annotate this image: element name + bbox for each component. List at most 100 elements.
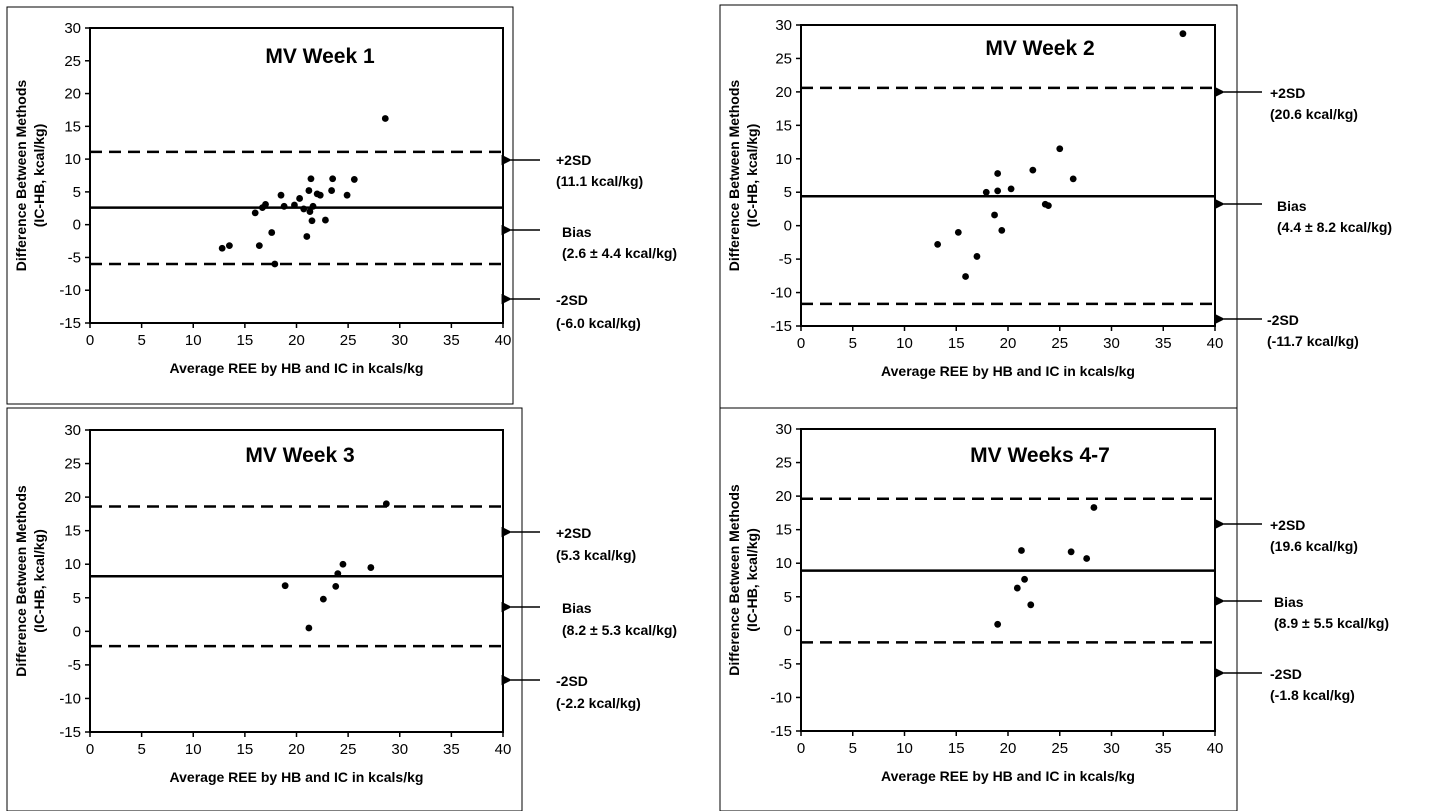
data-point xyxy=(1029,166,1037,174)
data-point xyxy=(296,195,303,202)
data-point xyxy=(1090,504,1098,511)
data-point xyxy=(1007,185,1015,193)
data-point xyxy=(277,191,285,199)
data-point xyxy=(998,226,1006,234)
x-tick-label: 35 xyxy=(443,741,460,758)
upper-value: (5.3 kcal/kg) xyxy=(556,547,636,563)
x-tick-label: 30 xyxy=(1103,335,1120,352)
x-tick-label: 20 xyxy=(1000,335,1017,352)
y-tick-label: -5 xyxy=(779,251,792,268)
lower-value: (-11.7 kcal/kg) xyxy=(1267,333,1359,349)
y-tick-label: 25 xyxy=(775,455,792,472)
x-tick-label: 0 xyxy=(86,741,94,758)
y-tick-label: 0 xyxy=(73,623,81,640)
x-tick-label: 10 xyxy=(896,740,913,757)
y-tick-label: -10 xyxy=(59,282,81,299)
data-point xyxy=(367,564,375,571)
y-tick-label: -15 xyxy=(59,315,81,332)
x-tick-label: 25 xyxy=(340,332,357,349)
y-tick-label: 30 xyxy=(64,422,81,439)
data-point xyxy=(343,191,351,199)
y-axis-title-unit: (IC-HB, kcal/kg) xyxy=(31,124,47,227)
y-tick-label: 30 xyxy=(775,17,792,34)
x-tick-label: 15 xyxy=(948,740,965,757)
data-point xyxy=(381,115,389,122)
panel-frame xyxy=(6,6,514,405)
lower-value: (-6.0 kcal/kg) xyxy=(556,315,641,331)
panel-title: MV Week 1 xyxy=(265,45,375,68)
y-axis-title: Difference Between Methods xyxy=(726,484,742,676)
bias-label: Bias xyxy=(1277,198,1307,214)
x-tick-label: 0 xyxy=(797,740,805,757)
y-tick-label: -15 xyxy=(770,318,792,335)
data-point xyxy=(994,187,1002,195)
y-tick-label: 25 xyxy=(775,50,792,67)
x-tick-label: 25 xyxy=(1051,740,1068,757)
plot-area xyxy=(800,428,1216,732)
data-point xyxy=(332,582,340,590)
data-point xyxy=(303,233,311,240)
x-tick-label: 25 xyxy=(340,741,357,758)
panel-frame xyxy=(6,407,523,811)
data-point xyxy=(973,253,981,260)
x-axis-title: Average REE by HB and IC in kcals/kg xyxy=(170,360,424,376)
data-point xyxy=(1069,175,1077,183)
panel-2: 30 25 20 15 10 5 0 -5 -10 -15 0 5 10 15 20 25 30 35 40 MV W… xyxy=(719,4,1392,409)
data-point xyxy=(251,209,259,217)
y-tick-label: 30 xyxy=(64,20,81,37)
bias-value: (2.6 ± 4.4 kcal/kg) xyxy=(562,245,677,261)
data-point xyxy=(268,229,276,236)
plot-area xyxy=(800,24,1216,327)
y-tick-label: -10 xyxy=(770,285,792,302)
plot-area xyxy=(89,429,504,733)
data-point xyxy=(322,216,329,224)
x-tick-label: 20 xyxy=(1000,740,1017,757)
data-point xyxy=(218,244,226,252)
x-tick-label: 40 xyxy=(495,741,512,758)
data-point xyxy=(954,228,962,236)
panel-1: 30 25 20 15 10 5 0 -5 -10 -15 0 5 10 15 20 25 30 35 40 MV W… xyxy=(6,6,677,405)
data-point xyxy=(1018,547,1025,554)
data-point xyxy=(339,560,347,568)
y-tick-label: -5 xyxy=(68,657,81,674)
data-point xyxy=(1056,145,1064,153)
y-tick-label: 0 xyxy=(784,622,792,639)
lower-label: -2SD xyxy=(1267,312,1299,328)
data-point xyxy=(316,191,324,199)
y-tick-label: 25 xyxy=(64,456,81,473)
data-point xyxy=(334,570,342,578)
data-point xyxy=(329,175,337,183)
data-point xyxy=(319,595,327,603)
y-tick-label: 20 xyxy=(64,489,81,506)
x-tick-label: 10 xyxy=(185,332,202,349)
x-tick-label: 15 xyxy=(237,332,254,349)
y-axis-title-unit: (IC-HB, kcal/kg) xyxy=(744,528,760,631)
lower-label: -2SD xyxy=(556,673,588,689)
data-point xyxy=(991,211,998,219)
x-tick-label: 0 xyxy=(797,335,805,352)
data-point xyxy=(306,208,314,215)
x-tick-label: 10 xyxy=(185,741,202,758)
panel-title: MV Week 3 xyxy=(245,444,354,467)
x-tick-label: 15 xyxy=(237,741,254,758)
y-tick-label: 5 xyxy=(73,590,81,607)
x-tick-label: 20 xyxy=(288,332,305,349)
y-tick-label: 5 xyxy=(73,184,81,201)
y-tick-label: -5 xyxy=(779,656,792,673)
data-point xyxy=(305,187,313,194)
x-tick-label: 40 xyxy=(495,332,512,349)
panel-title: MV Weeks 4-7 xyxy=(970,444,1110,467)
data-point xyxy=(382,500,390,508)
panel-4: 30 25 20 15 10 5 0 -5 -10 -15 0 5 10 15 20 25 30 35 40 MV W… xyxy=(719,407,1389,811)
data-point xyxy=(1027,601,1035,609)
y-axis-title-unit: (IC-HB, kcal/kg) xyxy=(31,529,47,632)
bias-label: Bias xyxy=(562,224,592,240)
y-tick-label: 20 xyxy=(64,86,81,103)
upper-label: +2SD xyxy=(1270,85,1305,101)
y-axis-title: Difference Between Methods xyxy=(13,80,29,272)
y-tick-label: 15 xyxy=(775,522,792,539)
y-tick-label: 25 xyxy=(64,53,81,70)
data-point xyxy=(281,582,289,590)
upper-label: +2SD xyxy=(1270,517,1305,533)
data-point xyxy=(1021,575,1028,583)
